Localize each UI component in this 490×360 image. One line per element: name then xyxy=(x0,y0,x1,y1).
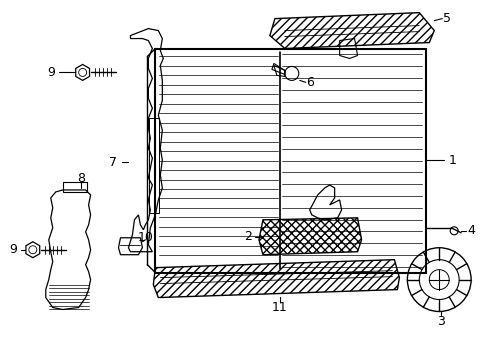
Text: 10: 10 xyxy=(138,231,153,244)
Text: 2: 2 xyxy=(244,230,252,243)
Circle shape xyxy=(450,227,458,235)
Text: 4: 4 xyxy=(467,224,475,237)
Text: 9: 9 xyxy=(47,66,55,79)
Text: 8: 8 xyxy=(76,171,85,185)
Text: 11: 11 xyxy=(272,301,288,314)
Bar xyxy=(63,182,87,192)
Text: 1: 1 xyxy=(448,154,456,167)
Bar xyxy=(155,49,426,273)
Text: 7: 7 xyxy=(108,156,117,168)
Text: 3: 3 xyxy=(437,315,445,328)
Bar xyxy=(149,118,159,213)
Text: 6: 6 xyxy=(306,76,314,89)
Text: 9: 9 xyxy=(9,243,17,256)
Text: 5: 5 xyxy=(443,12,451,25)
